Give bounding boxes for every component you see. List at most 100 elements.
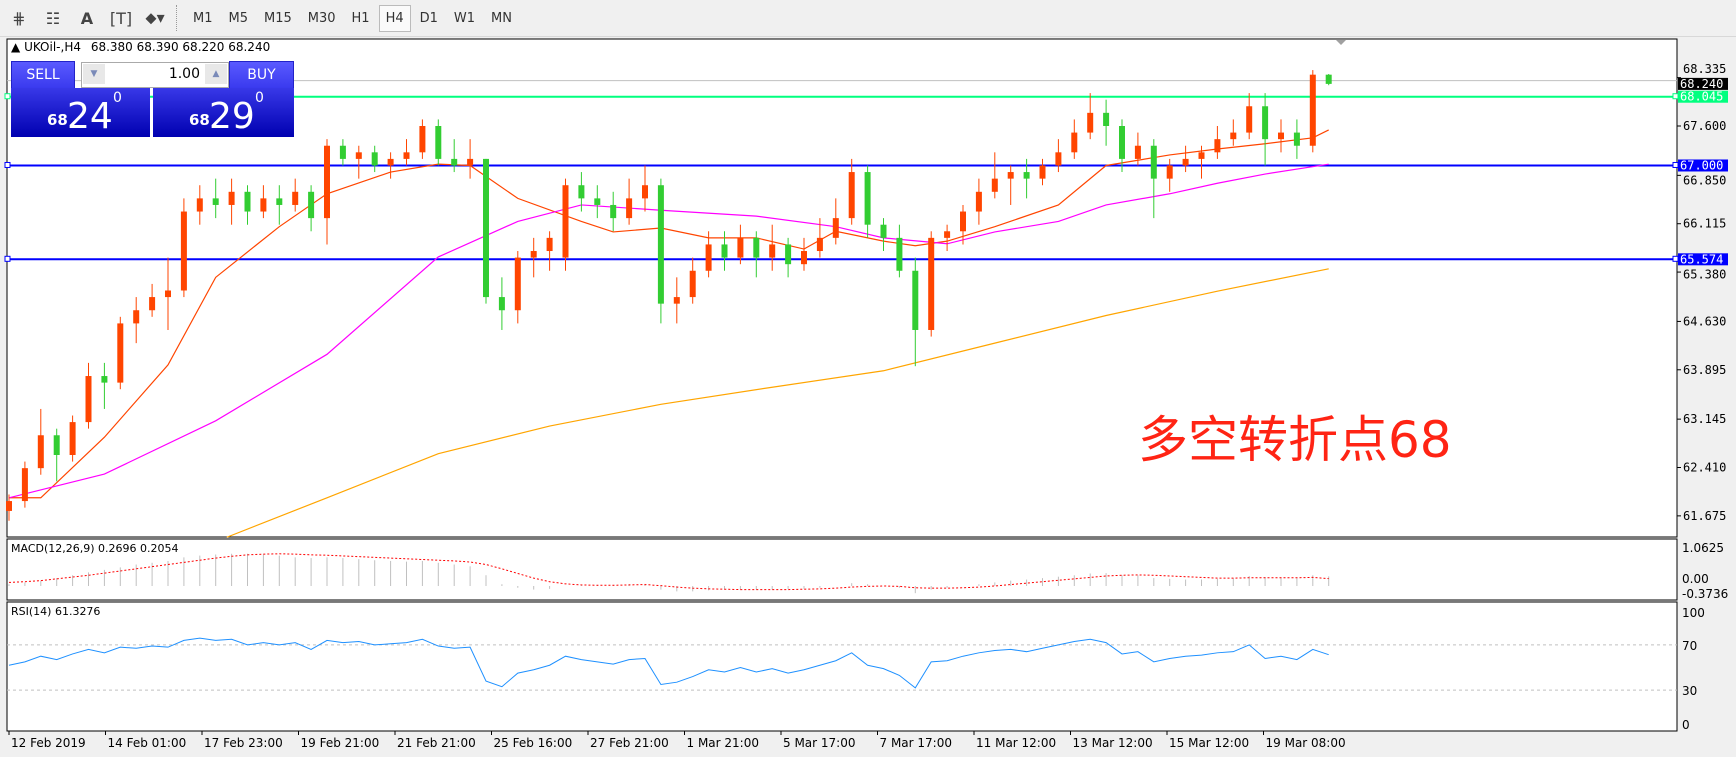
candle bbox=[1246, 93, 1253, 140]
text-label-icon[interactable]: [T] bbox=[109, 8, 133, 28]
candle-body bbox=[1293, 132, 1300, 146]
candle bbox=[1166, 158, 1173, 192]
timeframe-h4[interactable]: H4 bbox=[378, 4, 411, 32]
candle bbox=[1055, 139, 1062, 173]
price-tick-label: 64.630 bbox=[1683, 314, 1726, 328]
rsi-tick-label: 100 bbox=[1682, 606, 1705, 620]
candle-body bbox=[1246, 106, 1253, 133]
candle-body bbox=[1039, 165, 1046, 179]
time-label: 27 Feb 21:00 bbox=[590, 736, 669, 750]
timeframe-m1[interactable]: M1 bbox=[193, 10, 213, 26]
candle bbox=[467, 139, 474, 179]
candle-body bbox=[69, 422, 76, 455]
candle-body bbox=[848, 172, 855, 219]
level-price-badge bbox=[1678, 253, 1728, 266]
lot-decrease-button[interactable]: ▼ bbox=[83, 64, 105, 84]
line-handle bbox=[4, 255, 11, 262]
candle-body bbox=[483, 158, 489, 298]
candle bbox=[1103, 99, 1110, 146]
candle bbox=[721, 231, 728, 271]
timeframe-d1[interactable]: D1 bbox=[419, 10, 438, 26]
candle bbox=[1293, 119, 1300, 159]
lot-size-value[interactable]: 1.00 bbox=[168, 66, 200, 82]
candle-body bbox=[117, 323, 124, 383]
candle bbox=[85, 362, 92, 429]
candle-body bbox=[1055, 152, 1062, 166]
candle bbox=[1039, 158, 1046, 186]
timeframe-w1[interactable]: W1 bbox=[453, 10, 476, 26]
collapse-icon[interactable]: ▲ bbox=[11, 40, 21, 54]
fibonacci-icon[interactable]: ☷ bbox=[45, 8, 61, 28]
candle bbox=[769, 224, 776, 271]
candle bbox=[483, 158, 489, 304]
lot-size-field[interactable]: ▼ 1.00 ▲ bbox=[81, 62, 229, 88]
sell-button[interactable]: SELL bbox=[11, 61, 75, 89]
candle-body bbox=[260, 198, 267, 212]
candle-body bbox=[467, 158, 474, 166]
buy-price-button[interactable]: 68 29 0 bbox=[153, 88, 294, 137]
candle-body bbox=[403, 152, 410, 159]
candle-body bbox=[514, 257, 521, 311]
candle bbox=[435, 119, 442, 166]
candle bbox=[689, 257, 696, 304]
chart-shift-marker bbox=[1336, 40, 1346, 45]
candle-body bbox=[1325, 74, 1332, 84]
time-label: 19 Feb 21:00 bbox=[301, 736, 380, 750]
candle-body bbox=[1278, 132, 1284, 140]
candle bbox=[1119, 119, 1125, 173]
timeframe-m15[interactable]: M15 bbox=[264, 10, 292, 26]
timeframe-m5[interactable]: M5 bbox=[228, 10, 249, 26]
price-tick-label: 66.850 bbox=[1683, 173, 1726, 187]
lot-increase-button[interactable]: ▲ bbox=[205, 64, 227, 84]
candle-body bbox=[960, 211, 966, 232]
candle bbox=[880, 218, 887, 252]
buy-price-prefix: 68 bbox=[189, 111, 210, 129]
candle-body bbox=[562, 185, 569, 258]
candle bbox=[832, 198, 839, 245]
buy-button[interactable]: BUY bbox=[229, 61, 294, 89]
last-price-label: 68.240 bbox=[1680, 77, 1723, 91]
candle-body bbox=[1023, 172, 1030, 179]
candle bbox=[801, 237, 807, 271]
candle bbox=[6, 494, 12, 521]
candle bbox=[371, 145, 378, 173]
candle-body bbox=[642, 185, 648, 199]
candle bbox=[610, 191, 617, 232]
candle-body bbox=[228, 191, 235, 205]
rsi-pane bbox=[6, 601, 1678, 732]
time-label: 11 Mar 12:00 bbox=[976, 736, 1056, 750]
candle bbox=[212, 178, 219, 219]
candle bbox=[562, 178, 569, 271]
macd-title: MACD(12,26,9) 0.2696 0.2054 bbox=[11, 542, 179, 555]
candle-body bbox=[212, 198, 219, 205]
candle bbox=[896, 224, 903, 278]
candle-body bbox=[85, 376, 92, 423]
candle bbox=[737, 224, 744, 265]
timeframe-m30[interactable]: M30 bbox=[307, 10, 336, 26]
time-label: 21 Feb 21:00 bbox=[397, 736, 476, 750]
candle-body bbox=[339, 145, 346, 159]
elliott-wave-icon[interactable]: ⋕ bbox=[12, 8, 26, 28]
candle-body bbox=[530, 251, 537, 258]
timeframe-h1[interactable]: H1 bbox=[351, 10, 370, 26]
candle bbox=[705, 231, 712, 278]
timeframe-mn[interactable]: MN bbox=[491, 10, 512, 26]
time-label: 7 Mar 17:00 bbox=[880, 736, 953, 750]
arrows-icon[interactable]: ⬥▾ bbox=[145, 8, 165, 27]
candle bbox=[387, 152, 394, 179]
sell-price-button[interactable]: 68 24 0 bbox=[11, 88, 150, 137]
text-icon[interactable]: A bbox=[80, 8, 94, 28]
candle bbox=[1071, 119, 1078, 159]
price-tick-label: 61.675 bbox=[1683, 509, 1726, 523]
candle bbox=[228, 178, 235, 225]
candle bbox=[912, 257, 919, 367]
candle-body bbox=[196, 198, 203, 212]
candle-body bbox=[1198, 152, 1205, 159]
price-tick-label: 63.145 bbox=[1683, 412, 1726, 426]
sell-price-big: 24 bbox=[67, 96, 113, 137]
candle-body bbox=[753, 237, 760, 258]
candle bbox=[626, 178, 633, 225]
time-label: 15 Mar 12:00 bbox=[1169, 736, 1249, 750]
last-price-badge bbox=[1678, 77, 1728, 90]
